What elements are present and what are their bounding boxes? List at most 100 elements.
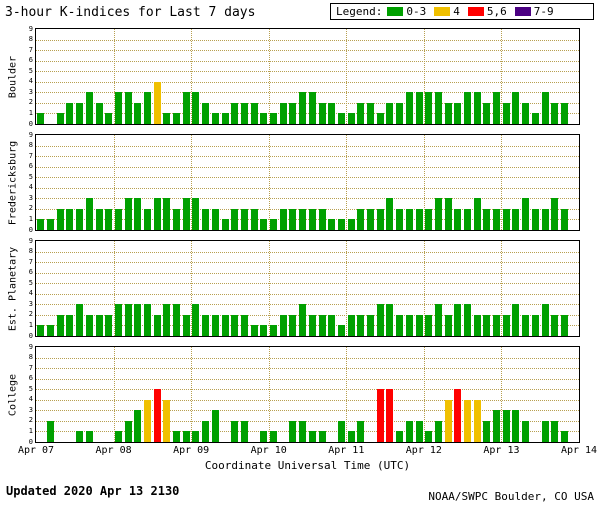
- k-bar: [347, 315, 355, 336]
- legend-swatch: [514, 7, 531, 16]
- k-bar: [512, 209, 520, 230]
- k-bar: [56, 209, 64, 230]
- gridline-horizontal: [36, 50, 579, 52]
- k-bar: [434, 92, 442, 124]
- x-tick-label: Apr 12: [405, 445, 442, 456]
- station-label-text: Fredericksburg: [7, 140, 19, 225]
- k-bar: [318, 209, 326, 230]
- y-tick-label: 4: [28, 395, 33, 404]
- k-bar: [163, 304, 171, 336]
- y-tick-label: 0: [28, 331, 33, 340]
- k-bar: [299, 304, 307, 336]
- k-bar: [240, 315, 248, 336]
- k-bar: [250, 209, 258, 230]
- k-bar: [444, 198, 452, 230]
- k-bar: [47, 421, 55, 442]
- legend-label: 0-3: [406, 5, 427, 18]
- k-bar: [522, 103, 530, 124]
- x-axis-title: Coordinate Universal Time (UTC): [204, 459, 411, 472]
- k-bar: [144, 400, 151, 442]
- k-bar: [425, 92, 433, 124]
- k-bar: [386, 103, 394, 124]
- y-tick-label: 0: [28, 437, 33, 446]
- gridline-vertical: [113, 347, 115, 442]
- k-bar: [473, 400, 481, 442]
- k-bar: [182, 431, 190, 442]
- gridline-horizontal: [36, 81, 579, 83]
- k-bar: [289, 315, 297, 336]
- k-bar: [76, 304, 84, 336]
- k-bar: [551, 198, 559, 230]
- k-bar: [250, 325, 258, 336]
- k-bar: [493, 209, 501, 230]
- k-bar: [434, 304, 442, 336]
- gridline-horizontal: [36, 156, 579, 158]
- y-tick-label: 3: [28, 299, 33, 308]
- k-bar: [483, 421, 491, 442]
- gridline-horizontal: [36, 262, 579, 264]
- gridline-horizontal: [36, 431, 579, 433]
- k-bar: [531, 209, 539, 230]
- k-bar: [541, 92, 549, 124]
- k-bar: [318, 431, 326, 442]
- k-bar: [76, 431, 84, 442]
- k-bar: [463, 400, 471, 442]
- k-bar: [173, 431, 181, 442]
- gridline-horizontal: [36, 166, 579, 168]
- gridline-horizontal: [36, 71, 579, 73]
- k-bar: [124, 304, 132, 336]
- k-bar: [173, 113, 181, 124]
- k-bar: [37, 113, 45, 124]
- k-bar: [405, 209, 413, 230]
- k-bar: [434, 421, 442, 442]
- gridline-horizontal: [36, 293, 579, 295]
- k-bar: [337, 325, 345, 336]
- y-tick-label: 5: [28, 172, 33, 181]
- k-bar: [279, 103, 287, 124]
- k-bar: [47, 219, 55, 230]
- k-bar: [328, 219, 336, 230]
- k-bar: [289, 209, 297, 230]
- k-bar: [493, 92, 501, 124]
- k-bar: [56, 315, 64, 336]
- gridline-horizontal: [36, 39, 579, 41]
- k-bar: [502, 103, 510, 124]
- k-bar: [270, 325, 278, 336]
- gridline-horizontal: [36, 187, 579, 189]
- station-label-text: College: [7, 373, 19, 416]
- y-tick-label: 1: [28, 214, 33, 223]
- gridline-horizontal: [36, 198, 579, 200]
- k-bar: [153, 315, 161, 336]
- k-bar: [386, 304, 394, 336]
- k-bar: [192, 431, 200, 442]
- gridline-horizontal: [36, 389, 579, 391]
- gridline-vertical: [191, 135, 193, 230]
- gridline-vertical: [346, 135, 348, 230]
- k-bar: [76, 103, 84, 124]
- k-bar: [124, 421, 132, 442]
- k-bar: [289, 421, 297, 442]
- y-tick-label: 7: [28, 257, 33, 266]
- gridline-horizontal: [36, 208, 579, 210]
- k-bar: [231, 315, 239, 336]
- k-bar: [211, 209, 219, 230]
- gridline-horizontal: [36, 357, 579, 359]
- k-bar: [483, 209, 491, 230]
- y-tick-label: 0: [28, 119, 33, 128]
- chart-area-fredericksburg: [35, 134, 580, 231]
- k-bar: [337, 113, 345, 124]
- chart-area-college: [35, 346, 580, 443]
- y-tick-label: 6: [28, 162, 33, 171]
- legend-label: 4: [453, 5, 460, 18]
- y-tick-label: 5: [28, 278, 33, 287]
- k-bar: [289, 103, 297, 124]
- k-bar: [144, 304, 151, 336]
- y-tick-label: 3: [28, 87, 33, 96]
- k-bar: [163, 113, 171, 124]
- k-bar: [522, 421, 530, 442]
- chart-area-est-planetary: [35, 240, 580, 337]
- gridline-vertical: [423, 29, 425, 124]
- gridline-horizontal: [36, 272, 579, 274]
- k-bar: [541, 209, 549, 230]
- k-bar: [95, 103, 103, 124]
